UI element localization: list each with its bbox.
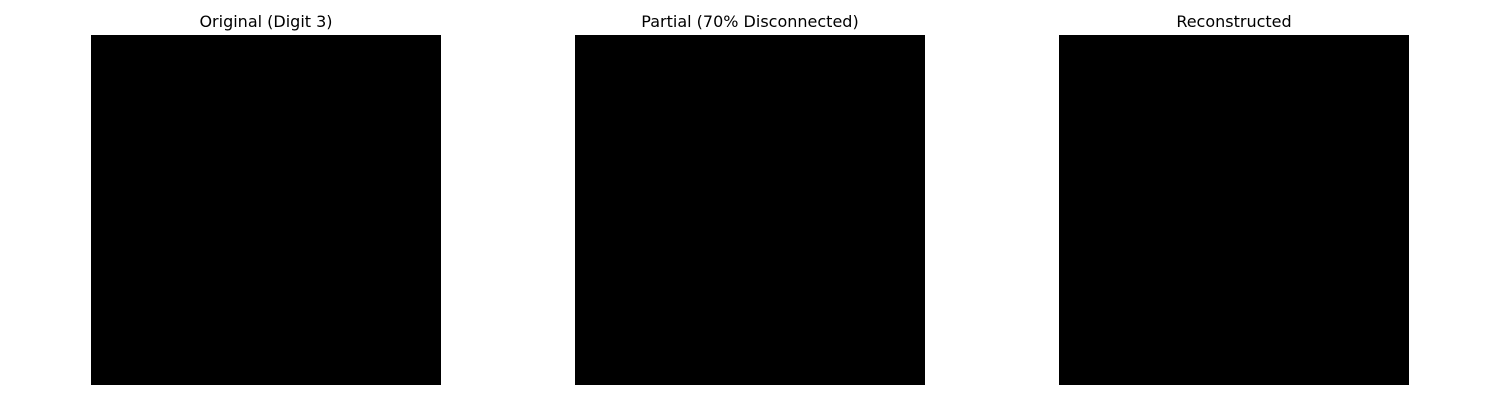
panel-reconstructed: Reconstructed xyxy=(1059,0,1409,400)
panel-title-reconstructed: Reconstructed xyxy=(1176,12,1292,31)
panel-partial: Partial (70% Disconnected) xyxy=(575,0,925,400)
heatmap-background xyxy=(91,35,441,385)
panel-title-partial: Partial (70% Disconnected) xyxy=(641,12,859,31)
heatmap-reconstructed xyxy=(1059,35,1409,385)
heatmap-background xyxy=(1059,35,1409,385)
panel-title-original: Original (Digit 3) xyxy=(199,12,333,31)
heatmap-background xyxy=(575,35,925,385)
panel-original: Original (Digit 3) xyxy=(91,0,441,400)
heatmap-partial xyxy=(575,35,925,385)
heatmap-original xyxy=(91,35,441,385)
